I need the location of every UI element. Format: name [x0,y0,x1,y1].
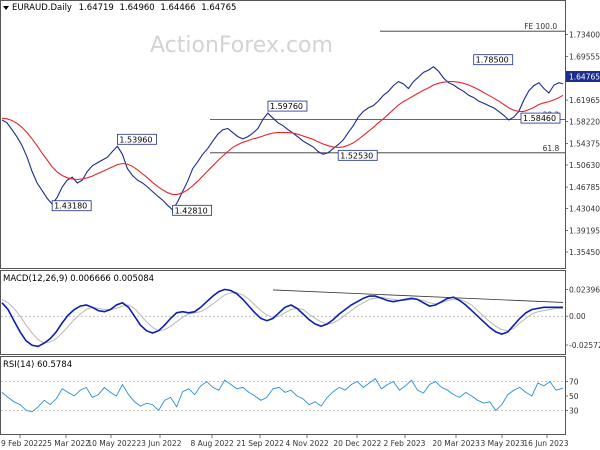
price-tick-label: 1.50630 [569,161,600,170]
swing-label: 1.52530 [340,151,373,160]
watermark: ActionForex.com [150,33,333,58]
macd-tick-label: 0.023963 [569,285,600,294]
rsi-line [1,378,564,413]
price-tick-label: 1.35450 [569,248,600,257]
time-tick-label: 16 Jun 2023 [523,439,568,448]
price-tick-label: 1.43040 [569,204,600,213]
swing-label: 1.78500 [476,56,509,65]
rsi-series [1,378,565,413]
price-axis: 1.734001.695551.658101.619651.582201.543… [565,31,600,257]
moving-average-line [1,81,564,195]
price-tick-label: 1.69555 [569,53,600,62]
time-tick-label: 2 Feb 2023 [384,439,426,448]
level-label: 61.8 [543,144,560,153]
swing-label-box [172,204,213,216]
rsi-label: RSI(14) 60.5784 [3,360,72,370]
time-tick-label: 10 May 2022 [87,439,136,448]
price-series [1,66,564,211]
price-line [1,66,564,211]
price-tick-label: 1.54375 [569,140,600,149]
rsi-tick-label: 70 [569,378,579,387]
last-price-badge [566,71,600,82]
macd-label: MACD(12,26,9) 0.006666 0.005084 [3,274,154,284]
timeframe: Daily [50,3,72,13]
price-tick-label: 1.61965 [569,96,600,105]
macd-axis: 0.023963 0.00 -0.025726 [565,285,600,350]
swing-label: 1.43180 [54,202,87,211]
time-tick-label: 20 Dec 2022 [333,439,381,448]
symbol: EURAUD [12,3,48,13]
ohlc-high: 1.64960 [120,3,155,13]
swing-label: 1.53960 [119,135,152,144]
rsi-tick-label: 50 [569,392,579,401]
swing-label-box [520,112,561,124]
price-tick-label: 1.58220 [569,118,600,127]
swing-label-box [117,133,157,145]
swing-label-box [337,149,378,161]
level-label: FE 100.0 [524,22,557,31]
time-tick-label: 3 May 2023 [481,439,525,448]
ohlc-low: 1.64466 [160,3,195,13]
time-tick-label: 9 Feb 2022 [1,439,43,448]
time-tick-label: 4 Nov 2022 [286,439,329,448]
dropdown-triangle-icon[interactable] [3,6,9,10]
macd-tick-label: 0.00 [569,312,586,321]
time-tick-label: 8 Aug 2022 [191,439,234,448]
price-panel-frame [0,0,566,269]
swing-label-box [267,100,308,112]
time-tick-label: 25 Mar 2022 [42,439,90,448]
time-tick-label: 21 Sep 2022 [236,439,284,448]
price-tick-label: 1.73400 [569,31,600,40]
swing-label: 1.42810 [175,206,208,215]
macd-series [1,288,565,348]
rsi-tick-label: 30 [569,406,579,415]
macd-signal-line [1,292,563,344]
macd-trendline [272,289,564,303]
time-tick-label: 23 Jun 2022 [136,439,181,448]
macd-line [1,288,563,348]
price-tick-label: 1.39195 [569,227,600,236]
swing-labels: 1.78500 1.59760 1.58460 1.52530 1.53960 1.431… [51,54,561,216]
macd-tick-label: -0.025726 [569,341,600,350]
swing-label-box [51,200,92,212]
rsi-panel-frame [0,356,566,435]
last-price-label: 1.64765 [569,73,600,82]
swing-label-box [473,54,514,66]
price-tick-label: 1.46785 [569,183,600,192]
swing-label: 1.59760 [270,102,303,111]
rsi-axis: 70 50 30 [565,378,579,415]
swing-label: 1.58460 [523,114,556,123]
chart-header: EURAUD.Daily 1.64719 1.64960 1.64466 1.6… [12,3,236,13]
macd-panel-frame [0,270,566,355]
ohlc-open: 1.64719 [79,3,114,13]
ohlc-close: 1.64765 [201,3,236,13]
time-tick-label: 20 Mar 2023 [432,439,480,448]
